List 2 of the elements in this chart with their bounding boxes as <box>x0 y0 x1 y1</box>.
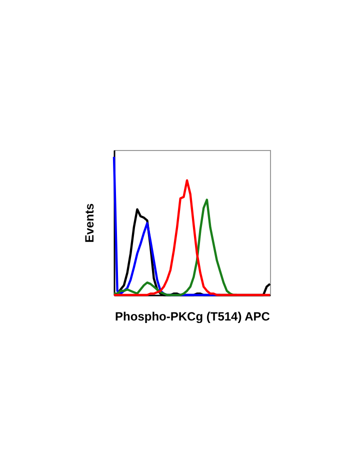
x-axis-title: Phospho-PKCg (T514) APC <box>115 310 270 324</box>
y-axis-title: Events <box>82 203 96 243</box>
